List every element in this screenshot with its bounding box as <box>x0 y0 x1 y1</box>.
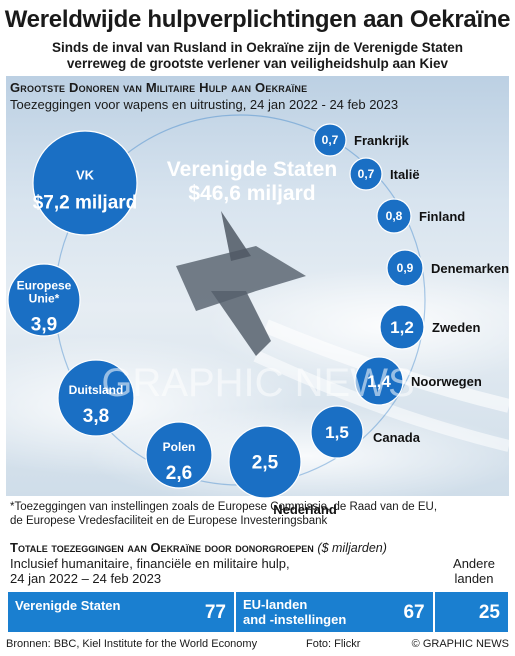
bubble-zweden <box>379 304 425 350</box>
bubble-polen <box>145 421 213 489</box>
bubble-duitsland <box>57 359 135 437</box>
bubble-value-itali: 0,7 <box>358 167 375 181</box>
sources: Bronnen: BBC, Kiel Institute for the Wor… <box>6 638 258 650</box>
bar-label-eu: EU-landen and -instellingen <box>243 597 346 627</box>
totals-heading: Totale toezeggingen aan Oekraïne door do… <box>10 540 387 555</box>
bubble-noorwegen <box>354 356 404 406</box>
bubble-denemarken <box>386 249 424 287</box>
bubble-value-finland: 0,8 <box>386 209 403 223</box>
bubble-label-vk: VK <box>76 168 95 183</box>
bubble-label-denemarken: Denemarken <box>431 261 509 276</box>
footnote-line-1: *Toezeggingen van instellingen zoals de … <box>10 501 438 513</box>
bubble-label-europese-unie-1: Unie* <box>29 292 60 306</box>
bubble-value-vk: $7,2 miljard <box>33 193 138 214</box>
photo-credit: Foto: Flickr <box>306 638 361 650</box>
bar-segment-other: 25 <box>434 592 508 632</box>
bubble-label-zweden: Zweden <box>432 320 480 335</box>
subtitle-line-2: verreweg de grootste verlener van veilig… <box>66 56 449 71</box>
bubble-label-polen: Polen <box>163 440 196 454</box>
bubble-label-nederland: Nederland <box>273 502 337 517</box>
footnote-line-2: de Europese Vredesfaciliteit en de Europ… <box>10 515 328 527</box>
bubble-value-duitsland: 3,8 <box>83 406 109 427</box>
bubble-label-noorwegen: Noorwegen <box>411 374 482 389</box>
bubble-label-europese-unie: Europese <box>17 279 72 293</box>
bubble-canada <box>310 405 364 459</box>
totals-subheading: Inclusief humanitaire, financiële en mil… <box>10 556 410 586</box>
bubble-value-polen: 2,6 <box>166 463 192 484</box>
bubble-value-denemarken: 0,9 <box>397 261 414 275</box>
bubble-value-noorwegen: 1,4 <box>367 372 391 391</box>
bar-segment-eu: EU-landen and -instellingen 67 <box>235 592 433 632</box>
bubble-value-canada: 1,5 <box>325 423 349 442</box>
infographic-title: Wereldwijde hulpverplichtingen aan Oekra… <box>4 6 511 33</box>
totals-sub-line-1: Inclusief humanitaire, financiële en mil… <box>10 556 290 571</box>
bubble-label-duitsland: Duitsland <box>69 383 124 397</box>
military-heading: Grootste Donoren van Militaire Hulp aan … <box>10 80 308 95</box>
bubble-frankrijk <box>313 123 347 157</box>
totals-heading-text: Totale toezeggingen aan Oekraïne door do… <box>10 540 314 555</box>
bubble-vk <box>32 130 138 236</box>
brand-credit: © GRAPHIC NEWS <box>411 638 509 650</box>
other-label-line-2: landen <box>454 571 494 586</box>
totals-sub-line-2: 24 jan 2022 – 24 feb 2023 <box>10 571 162 586</box>
totals-unit: ($ miljarden) <box>317 541 387 555</box>
bubble-value-verenigde-staten: $46,6 miljard <box>188 182 315 205</box>
bubble-label-verenigde-staten: Verenigde Staten <box>167 158 337 181</box>
bar-value-eu: 67 <box>403 602 425 623</box>
bubble-nederland <box>228 425 302 499</box>
bubble-label-finland: Finland <box>419 209 465 224</box>
bubble-value-frankrijk: 0,7 <box>322 133 339 147</box>
infographic-subtitle: Sinds de inval van Rusland in Oekraïne z… <box>0 40 515 72</box>
subtitle-line-1: Sinds de inval van Rusland in Oekraïne z… <box>51 40 464 55</box>
other-countries-label: Andere landen <box>440 556 508 586</box>
bubble-itali <box>349 157 383 191</box>
other-label-line-1: Andere <box>453 556 495 571</box>
bubble-value-zweden: 1,2 <box>390 318 414 337</box>
bar-label-eu-line-1: EU-landen <box>242 597 308 612</box>
bubble-value-nederland: 2,5 <box>252 453 279 474</box>
bar-value-us: 77 <box>204 602 226 623</box>
military-subheading: Toezeggingen voor wapens en uitrusting, … <box>10 97 399 112</box>
bar-segment-us: Verenigde Staten 77 <box>8 592 234 632</box>
bubble-value-europese-unie: 3,9 <box>31 315 57 336</box>
watermark-text: GRAPHIC NEWS <box>101 361 414 405</box>
bubble-europese-unie <box>7 263 81 337</box>
bubble-finland <box>376 198 412 234</box>
bubble-label-itali: Italië <box>390 167 420 182</box>
bar-label-us: Verenigde Staten <box>15 598 121 613</box>
bubble-label-frankrijk: Frankrijk <box>354 133 410 148</box>
bar-label-eu-line-2: and -instellingen <box>242 612 347 627</box>
bubble-label-canada: Canada <box>373 430 421 445</box>
bar-value-other: 25 <box>478 602 500 623</box>
footnote: *Toezeggingen van instellingen zoals de … <box>10 500 505 528</box>
